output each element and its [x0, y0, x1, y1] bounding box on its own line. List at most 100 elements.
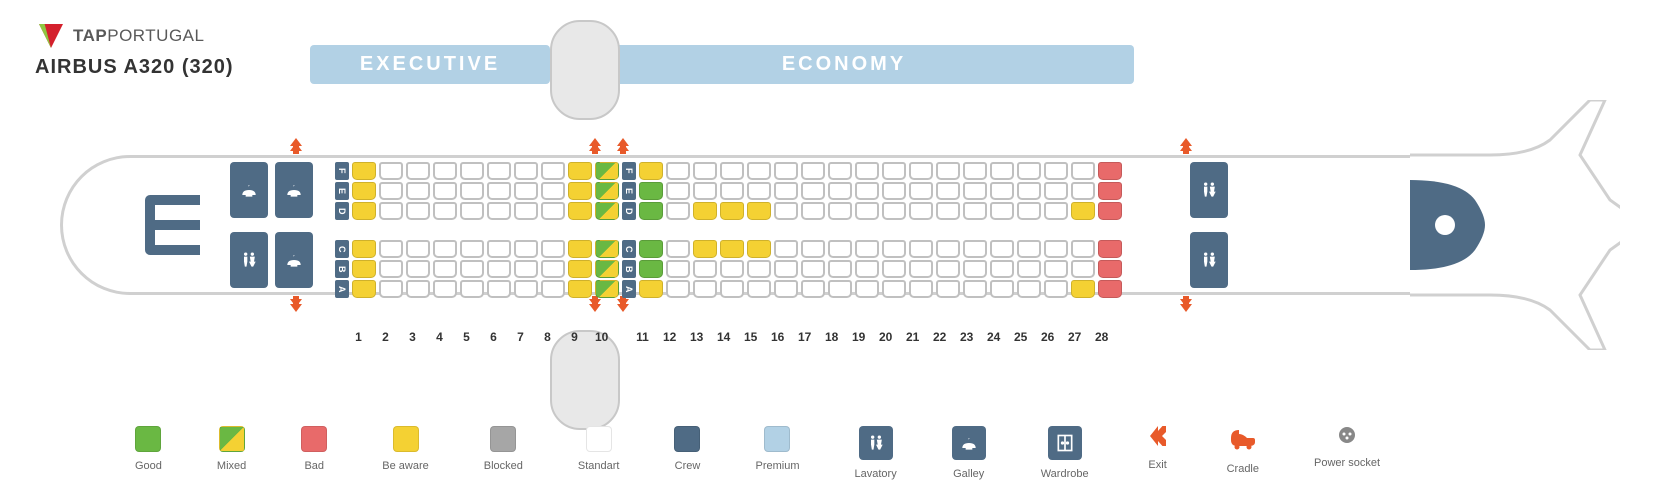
seat-16D[interactable] — [774, 202, 798, 220]
seat-20D[interactable] — [882, 202, 906, 220]
seat-14A[interactable] — [720, 280, 744, 298]
seat-8F[interactable] — [541, 162, 565, 180]
seat-19F[interactable] — [855, 162, 879, 180]
seat-3F[interactable] — [406, 162, 430, 180]
seat-25A[interactable] — [1017, 280, 1041, 298]
seat-9E[interactable] — [568, 182, 592, 200]
seat-4A[interactable] — [433, 280, 457, 298]
seat-24F[interactable] — [990, 162, 1014, 180]
seat-9B[interactable] — [568, 260, 592, 278]
seat-14D[interactable] — [720, 202, 744, 220]
seat-5B[interactable] — [460, 260, 484, 278]
seat-25F[interactable] — [1017, 162, 1041, 180]
seat-27E[interactable] — [1071, 182, 1095, 200]
seat-22A[interactable] — [936, 280, 960, 298]
seat-26E[interactable] — [1044, 182, 1068, 200]
seat-17C[interactable] — [801, 240, 825, 258]
seat-22E[interactable] — [936, 182, 960, 200]
seat-6F[interactable] — [487, 162, 511, 180]
seat-7F[interactable] — [514, 162, 538, 180]
seat-8A[interactable] — [541, 280, 565, 298]
seat-6C[interactable] — [487, 240, 511, 258]
seat-8C[interactable] — [541, 240, 565, 258]
seat-1D[interactable] — [352, 202, 376, 220]
seat-13C[interactable] — [693, 240, 717, 258]
seat-16B[interactable] — [774, 260, 798, 278]
seat-21C[interactable] — [909, 240, 933, 258]
seat-28B[interactable] — [1098, 260, 1122, 278]
seat-19A[interactable] — [855, 280, 879, 298]
seat-15B[interactable] — [747, 260, 771, 278]
seat-2D[interactable] — [379, 202, 403, 220]
seat-13F[interactable] — [693, 162, 717, 180]
seat-4F[interactable] — [433, 162, 457, 180]
seat-9A[interactable] — [568, 280, 592, 298]
seat-4C[interactable] — [433, 240, 457, 258]
seat-12B[interactable] — [666, 260, 690, 278]
seat-5F[interactable] — [460, 162, 484, 180]
seat-14F[interactable] — [720, 162, 744, 180]
seat-20E[interactable] — [882, 182, 906, 200]
seat-1B[interactable] — [352, 260, 376, 278]
seat-23A[interactable] — [963, 280, 987, 298]
seat-23D[interactable] — [963, 202, 987, 220]
seat-5E[interactable] — [460, 182, 484, 200]
seat-19C[interactable] — [855, 240, 879, 258]
seat-27D[interactable] — [1071, 202, 1095, 220]
seat-7E[interactable] — [514, 182, 538, 200]
seat-8D[interactable] — [541, 202, 565, 220]
seat-26D[interactable] — [1044, 202, 1068, 220]
seat-18E[interactable] — [828, 182, 852, 200]
seat-27F[interactable] — [1071, 162, 1095, 180]
seat-10F[interactable] — [595, 162, 619, 180]
seat-2F[interactable] — [379, 162, 403, 180]
seat-7D[interactable] — [514, 202, 538, 220]
seat-13A[interactable] — [693, 280, 717, 298]
seat-15A[interactable] — [747, 280, 771, 298]
seat-15C[interactable] — [747, 240, 771, 258]
seat-26C[interactable] — [1044, 240, 1068, 258]
seat-22B[interactable] — [936, 260, 960, 278]
seat-18C[interactable] — [828, 240, 852, 258]
seat-24E[interactable] — [990, 182, 1014, 200]
seat-28A[interactable] — [1098, 280, 1122, 298]
seat-15F[interactable] — [747, 162, 771, 180]
seat-19D[interactable] — [855, 202, 879, 220]
seat-20B[interactable] — [882, 260, 906, 278]
seat-12D[interactable] — [666, 202, 690, 220]
seat-21E[interactable] — [909, 182, 933, 200]
seat-18B[interactable] — [828, 260, 852, 278]
seat-2A[interactable] — [379, 280, 403, 298]
seat-6D[interactable] — [487, 202, 511, 220]
seat-10A[interactable] — [595, 280, 619, 298]
seat-23B[interactable] — [963, 260, 987, 278]
seat-5A[interactable] — [460, 280, 484, 298]
seat-24B[interactable] — [990, 260, 1014, 278]
seat-1C[interactable] — [352, 240, 376, 258]
seat-6A[interactable] — [487, 280, 511, 298]
seat-7C[interactable] — [514, 240, 538, 258]
seat-6B[interactable] — [487, 260, 511, 278]
seat-12A[interactable] — [666, 280, 690, 298]
seat-12C[interactable] — [666, 240, 690, 258]
seat-19E[interactable] — [855, 182, 879, 200]
seat-14E[interactable] — [720, 182, 744, 200]
seat-9C[interactable] — [568, 240, 592, 258]
seat-13D[interactable] — [693, 202, 717, 220]
seat-8B[interactable] — [541, 260, 565, 278]
seat-20C[interactable] — [882, 240, 906, 258]
seat-11A[interactable] — [639, 280, 663, 298]
seat-12F[interactable] — [666, 162, 690, 180]
seat-8E[interactable] — [541, 182, 565, 200]
seat-25E[interactable] — [1017, 182, 1041, 200]
seat-27A[interactable] — [1071, 280, 1095, 298]
seat-10B[interactable] — [595, 260, 619, 278]
seat-28C[interactable] — [1098, 240, 1122, 258]
seat-3C[interactable] — [406, 240, 430, 258]
seat-16F[interactable] — [774, 162, 798, 180]
seat-16A[interactable] — [774, 280, 798, 298]
seat-10E[interactable] — [595, 182, 619, 200]
seat-14C[interactable] — [720, 240, 744, 258]
seat-11E[interactable] — [639, 182, 663, 200]
seat-2E[interactable] — [379, 182, 403, 200]
